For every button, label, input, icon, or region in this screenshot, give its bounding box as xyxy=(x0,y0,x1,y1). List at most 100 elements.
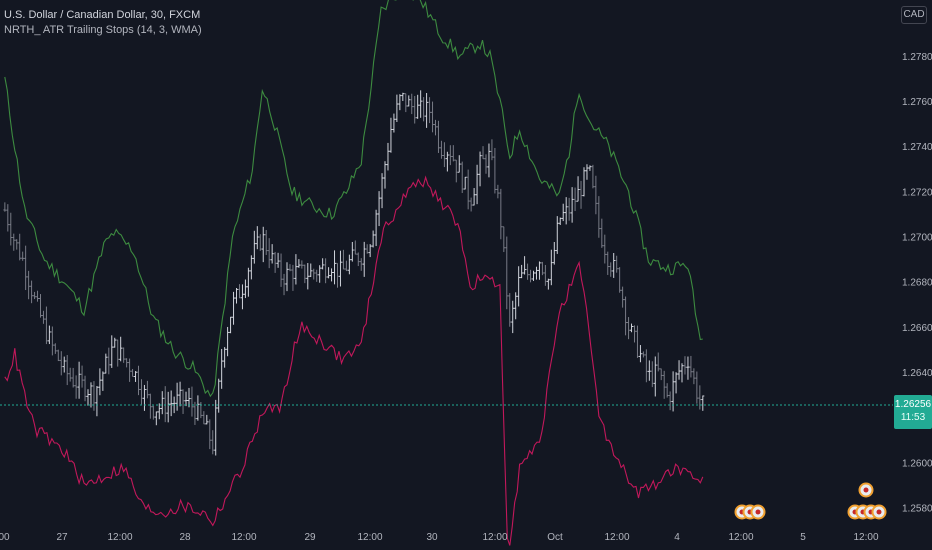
price-bar xyxy=(493,147,497,194)
price-bar xyxy=(588,165,592,171)
price-bar xyxy=(416,94,420,119)
price-bar xyxy=(246,267,250,297)
price-bar xyxy=(347,254,351,275)
event-markers[interactable] xyxy=(734,482,887,520)
price-bar xyxy=(92,381,96,411)
price-bar xyxy=(686,356,690,380)
price-bar xyxy=(36,290,40,302)
price-bar xyxy=(56,349,60,362)
price-bar xyxy=(422,97,426,122)
price-bar xyxy=(252,230,256,264)
price-bar xyxy=(546,278,550,290)
price-bar xyxy=(517,266,521,307)
time-tick-label: 4 xyxy=(674,532,680,543)
price-tick-label: 1.26800 xyxy=(902,278,932,289)
price-bar xyxy=(220,348,224,389)
price-bar xyxy=(44,306,48,345)
price-bar xyxy=(695,371,699,404)
price-bar xyxy=(258,234,262,251)
price-bar xyxy=(321,258,325,270)
price-bar xyxy=(615,255,619,273)
price-bar xyxy=(395,94,399,122)
price-bar xyxy=(529,269,533,283)
price-bar xyxy=(59,351,63,376)
price-bar xyxy=(410,93,414,115)
price-bar xyxy=(86,389,90,406)
price-bar xyxy=(549,249,553,286)
price-bar xyxy=(282,273,286,296)
price-bar xyxy=(481,146,485,160)
price-bar xyxy=(567,197,571,221)
price-bar xyxy=(235,287,239,304)
price-bar xyxy=(202,411,206,425)
time-axis[interactable]: 00 27 12:00 28 12:00 29 12:00 30 12:00 Oct 12:00 4 1… xyxy=(0,532,879,543)
event-marker xyxy=(750,504,766,520)
price-bar xyxy=(217,378,221,413)
price-bar xyxy=(41,310,45,324)
price-bar xyxy=(653,356,657,397)
price-bar xyxy=(172,396,176,414)
price-bar xyxy=(139,379,143,405)
price-bar xyxy=(419,90,423,118)
price-bar xyxy=(178,381,182,407)
price-bar xyxy=(276,252,280,268)
price-bar xyxy=(249,255,253,280)
price-bar xyxy=(95,386,99,417)
price-bar xyxy=(196,395,200,421)
price-bar xyxy=(116,339,120,367)
price-bar xyxy=(211,430,215,455)
price-bar xyxy=(267,238,271,269)
event-marker xyxy=(871,504,887,520)
price-bar xyxy=(698,385,702,410)
price-bar xyxy=(701,395,705,411)
currency-badge[interactable]: CAD xyxy=(901,6,927,24)
price-bar xyxy=(229,316,233,334)
price-bar xyxy=(689,355,693,378)
price-bar xyxy=(374,209,378,247)
price-bar xyxy=(113,337,117,348)
price-bar xyxy=(466,169,470,210)
price-bar xyxy=(232,291,236,325)
price-bar xyxy=(576,176,580,202)
price-bar xyxy=(425,93,429,128)
price-bar xyxy=(148,393,152,419)
time-tick-label: 12:00 xyxy=(853,532,878,543)
upper-trailing-stop-line xyxy=(4,0,703,398)
price-bar xyxy=(413,95,417,124)
price-bar xyxy=(428,97,432,124)
price-bar xyxy=(692,368,696,385)
price-bar xyxy=(335,262,339,288)
price-bar xyxy=(273,251,277,273)
price-bar xyxy=(131,368,135,377)
price-bar xyxy=(564,197,568,225)
price-bar xyxy=(160,391,164,415)
price-bar xyxy=(484,154,488,174)
price-bar xyxy=(463,176,467,190)
last-price-tag: 1.26256 11:53 xyxy=(894,395,932,429)
price-bar xyxy=(555,216,559,254)
time-tick-label: 27 xyxy=(56,532,68,543)
price-bar xyxy=(264,229,268,255)
price-bar xyxy=(401,92,405,101)
price-bar xyxy=(187,387,191,408)
price-bar xyxy=(297,259,301,268)
price-bar xyxy=(490,139,494,161)
chart-legend: U.S. Dollar / Canadian Dollar, 30, FXCM … xyxy=(4,8,202,38)
indicator-title[interactable]: NRTH_ ATR Trailing Stops (14, 3, WMA) xyxy=(4,24,202,36)
price-bar xyxy=(62,356,66,373)
price-bar xyxy=(98,368,102,396)
price-bar xyxy=(445,151,449,172)
price-bar xyxy=(475,164,479,205)
price-bars xyxy=(3,90,705,456)
time-tick-label: 00 xyxy=(0,532,10,543)
price-bar xyxy=(434,119,437,136)
price-bar xyxy=(680,363,684,383)
symbol-title[interactable]: U.S. Dollar / Canadian Dollar, 30, FXCM xyxy=(4,9,201,21)
price-tick-label: 1.26400 xyxy=(902,368,932,379)
price-bar xyxy=(594,175,598,215)
price-bar xyxy=(327,267,331,279)
price-bar xyxy=(380,173,384,209)
price-bar xyxy=(606,251,610,275)
